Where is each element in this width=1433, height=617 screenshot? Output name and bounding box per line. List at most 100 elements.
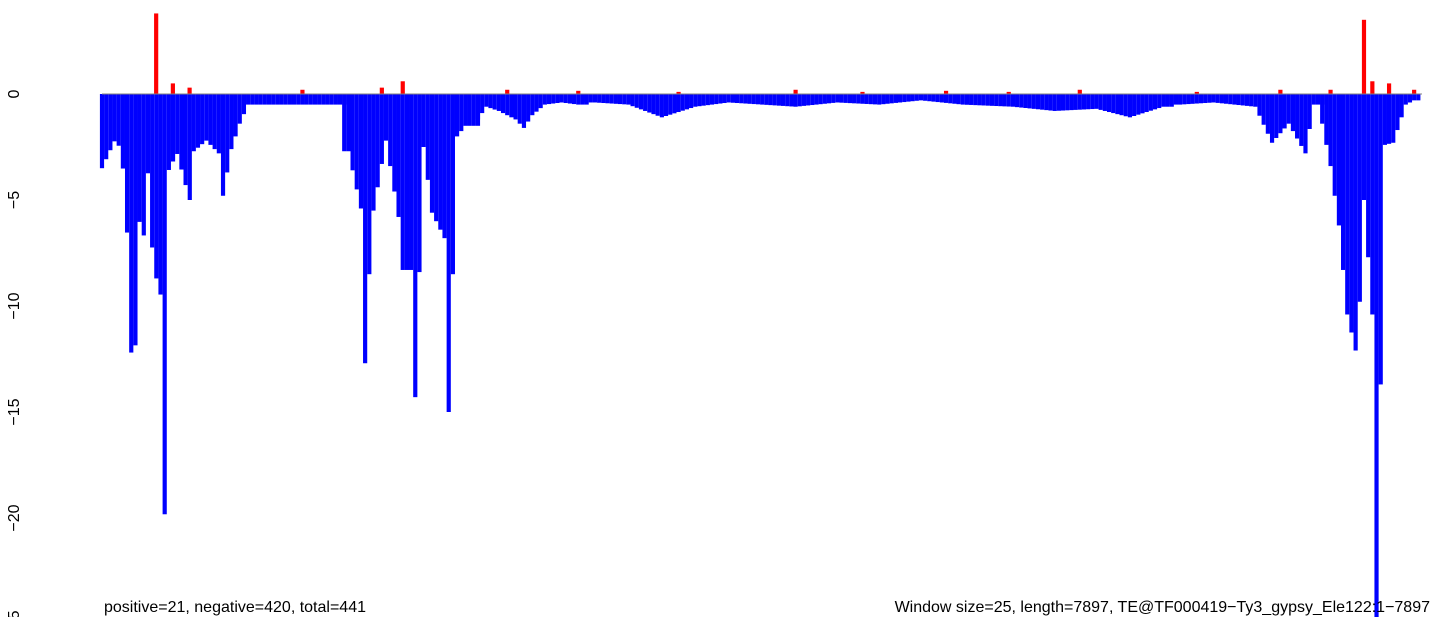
negative-bar (1361, 94, 1367, 200)
negative-bar (814, 94, 819, 105)
negative-bar (772, 94, 777, 106)
negative-bar (179, 94, 184, 170)
negative-bar (250, 94, 255, 105)
positive-bar (943, 90, 949, 94)
y-axis: 0 −5 −10 −15 −20 −25 (6, 89, 23, 617)
negative-bar (1299, 94, 1304, 146)
negative-bar (383, 94, 389, 141)
negative-bar (939, 94, 944, 103)
y-tick-label: −25 (6, 610, 23, 617)
negative-bar (496, 94, 501, 111)
negative-bar (1069, 94, 1074, 111)
negative-bar (1282, 94, 1287, 129)
negative-bar (776, 94, 781, 106)
negative-bar (1048, 94, 1053, 111)
negative-bar (1094, 94, 1099, 109)
negative-bar (141, 94, 146, 236)
positive-bar (154, 13, 159, 94)
negative-bar (120, 94, 125, 169)
negative-bar (835, 94, 840, 103)
negative-bar (910, 94, 915, 102)
negative-bar (580, 94, 585, 105)
negative-bar (655, 94, 660, 116)
negative-bar (350, 94, 355, 171)
negative-bar (1416, 94, 1421, 101)
negative-bar (254, 94, 259, 105)
negative-bar (1111, 94, 1116, 114)
negative-bar (659, 94, 664, 118)
negative-bar (229, 94, 234, 150)
negative-bar (1320, 94, 1325, 124)
negative-bar (505, 94, 510, 116)
negative-bar (764, 94, 769, 105)
negative-bar (672, 94, 677, 114)
negative-bar (989, 94, 995, 106)
negative-bar (856, 94, 861, 104)
negative-bar (212, 94, 217, 150)
negative-bar (467, 94, 472, 126)
negative-bar (409, 94, 414, 270)
negative-bar (572, 94, 577, 105)
negative-bar (1002, 94, 1007, 107)
negative-bar (617, 94, 623, 105)
negative-bar (1015, 94, 1020, 108)
negative-bar (1345, 94, 1350, 315)
negative-bar (400, 94, 405, 270)
positive-bar (1006, 91, 1011, 94)
positive-bar (1194, 91, 1199, 94)
negative-bar (563, 94, 568, 104)
negative-bar (826, 94, 832, 104)
negative-bar (668, 94, 673, 115)
negative-bar (1341, 94, 1346, 270)
negative-bar (241, 94, 247, 115)
negative-bar (371, 94, 376, 211)
negative-bar (864, 94, 869, 104)
negative-bar (923, 94, 928, 101)
positive-bar (1361, 19, 1367, 94)
negative-bar (952, 94, 957, 104)
negative-bar (1186, 94, 1191, 105)
negative-bar (1382, 94, 1387, 145)
negative-bar (793, 94, 798, 107)
negative-bar (158, 94, 163, 295)
negative-bar (1044, 94, 1049, 111)
negative-bar (1303, 94, 1308, 154)
positive-bar (1278, 89, 1283, 94)
negative-bar (689, 94, 694, 109)
negative-bar (948, 94, 953, 104)
positive-bar (1077, 89, 1082, 94)
negative-bar (417, 94, 422, 273)
negative-bar (346, 94, 351, 152)
negative-bar (1010, 94, 1016, 107)
negative-bar (1077, 94, 1082, 110)
negative-bar (597, 94, 602, 103)
negative-bar (275, 94, 280, 105)
negative-bar (860, 94, 865, 104)
negative-bar (785, 94, 790, 107)
negative-bar (647, 94, 652, 113)
negative-bar (559, 94, 564, 103)
negative-bar (768, 94, 773, 106)
positive-bar (379, 87, 384, 94)
negative-bar (1060, 94, 1066, 111)
negative-bar (526, 94, 531, 122)
negative-bar (956, 94, 961, 105)
negative-bar (1144, 94, 1149, 113)
negative-bar (1349, 94, 1354, 333)
negative-bar (1236, 94, 1241, 106)
negative-bar (651, 94, 656, 115)
negative-bar (129, 94, 134, 353)
negative-bar (530, 94, 535, 116)
annotation-left: positive=21, negative=420, total=441 (104, 599, 366, 616)
negative-bar (471, 94, 476, 126)
negative-bar (1194, 94, 1199, 104)
negative-bar (977, 94, 982, 106)
positive-bar (1412, 89, 1417, 94)
negative-bar (233, 94, 238, 137)
negative-bar (317, 94, 322, 105)
negative-bar (187, 94, 192, 200)
negative-bar (701, 94, 706, 106)
negative-bar (258, 94, 263, 105)
negative-bar (1178, 94, 1183, 105)
negative-bar (898, 94, 903, 103)
